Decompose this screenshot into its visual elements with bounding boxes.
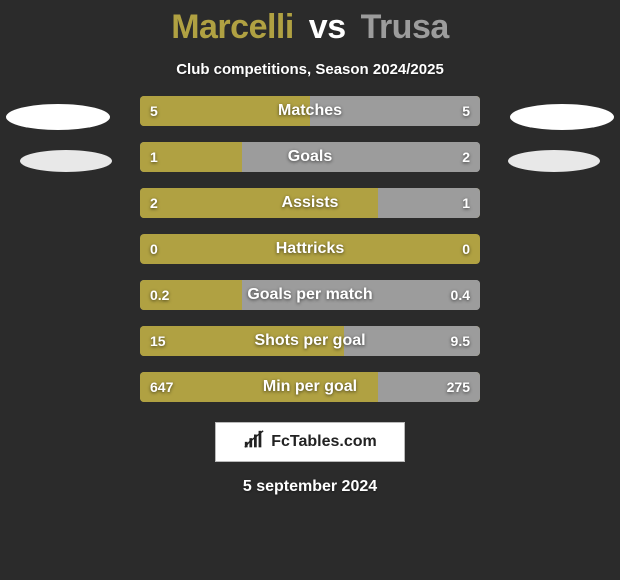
stat-bars-container: 55Matches 12Goals 21Assists 00Hattricks 0.20… <box>140 96 480 402</box>
stat-row: 12Goals <box>140 142 480 172</box>
player1-badge-bottom <box>20 150 112 172</box>
chart-bars-icon <box>243 429 265 456</box>
player2-name: Trusa <box>361 8 449 46</box>
stat-bar-left <box>140 372 378 402</box>
stat-row: 55Matches <box>140 96 480 126</box>
comparison-title: Marcelli vs Trusa <box>0 0 620 47</box>
stat-bar-right <box>242 142 480 172</box>
chart-area: 55Matches 12Goals 21Assists 00Hattricks 0.20… <box>0 96 620 402</box>
player2-badge-bottom <box>508 150 600 172</box>
player2-badge-top <box>510 104 614 130</box>
stat-row: 159.5Shots per goal <box>140 326 480 356</box>
stat-bar-right <box>344 326 480 356</box>
player1-badge-top <box>6 104 110 130</box>
brand-text: FcTables.com <box>271 433 377 451</box>
subtitle-text: Club competitions, Season 2024/2025 <box>0 61 620 78</box>
stat-row: 00Hattricks <box>140 234 480 264</box>
vs-text: vs <box>309 8 346 46</box>
stat-bar-bg <box>140 234 480 264</box>
date-text: 5 september 2024 <box>0 478 620 496</box>
stat-bar-left <box>140 188 378 218</box>
stat-row: 647275Min per goal <box>140 372 480 402</box>
stat-bar-right <box>378 188 480 218</box>
brand-box: FcTables.com <box>215 422 405 462</box>
player1-name: Marcelli <box>171 8 294 46</box>
stat-bar-right <box>242 280 480 310</box>
stat-bar-left <box>140 96 310 126</box>
stat-bar-left <box>140 280 242 310</box>
stat-bar-left <box>140 142 242 172</box>
stat-bar-right <box>378 372 480 402</box>
stat-row: 21Assists <box>140 188 480 218</box>
stat-bar-right <box>310 96 480 126</box>
stat-row: 0.20.4Goals per match <box>140 280 480 310</box>
stat-bar-left <box>140 326 344 356</box>
